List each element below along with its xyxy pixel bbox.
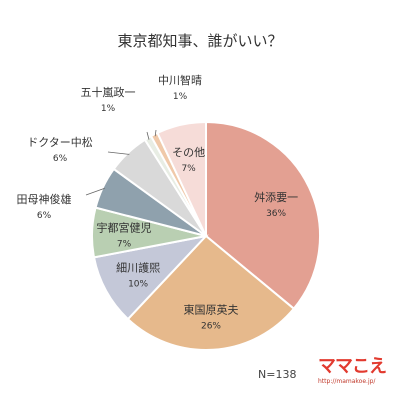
- slice-name-label: その他: [172, 146, 205, 159]
- leader-line: [146, 131, 150, 140]
- leader-line: [154, 129, 157, 137]
- sample-size-label: N=138: [258, 368, 297, 381]
- slice-percent-label: 36%: [266, 209, 286, 219]
- slice-percent-label: 7%: [181, 164, 196, 174]
- slice-name-label: 細川護煕: [116, 260, 160, 274]
- chart-title: 東京都知事、誰がいい？: [117, 32, 283, 50]
- logo-wordmark: ママこえ: [318, 356, 387, 377]
- slice-2: [92, 234, 209, 321]
- slice-name-label: 五十嵐政一: [81, 85, 136, 99]
- slice-percent-label: 26%: [201, 322, 221, 332]
- slice-name-label: 中川智晴: [158, 73, 202, 87]
- slice-name-label: 舛添要一: [254, 190, 298, 204]
- slice-name-label: 田母神俊雄: [17, 192, 72, 206]
- slice-percent-label: 6%: [53, 154, 68, 164]
- slice-name-label: 宇都宮健児: [97, 220, 152, 234]
- slice-percent-label: 10%: [128, 279, 148, 289]
- mamakoe-logo[interactable]: ママこえ http://mamakoe.jp/: [318, 358, 388, 390]
- slice-1: [126, 234, 296, 351]
- slice-8: [156, 120, 207, 237]
- slice-name-label: 東国原英夫: [184, 303, 239, 317]
- slice-percent-label: 6%: [37, 211, 52, 221]
- slice-name-label: ドクター中松: [27, 135, 93, 149]
- pie-slices: [91, 120, 321, 351]
- slice-percent-label: 1%: [101, 104, 116, 114]
- slice-percent-label: 1%: [173, 92, 188, 102]
- leader-lines: [85, 129, 157, 196]
- slice-percent-label: 7%: [117, 239, 132, 249]
- slice-labels: 舛添要一 36% 東国原英夫 26% 細川護煕 10% 宇都宮健児 7% 田母神俊雄 6% ドクター…: [17, 73, 299, 332]
- leader-line: [107, 151, 130, 155]
- logo-url: http://mamakoe.jp/: [318, 378, 376, 385]
- slice-0: [205, 120, 321, 311]
- leader-line: [85, 187, 105, 196]
